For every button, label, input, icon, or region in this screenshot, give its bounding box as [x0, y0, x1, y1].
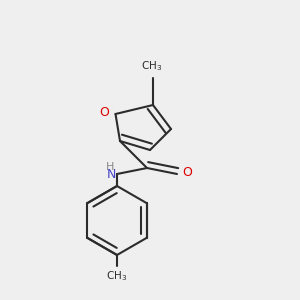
Text: O: O [100, 106, 110, 119]
Text: CH$_3$: CH$_3$ [106, 269, 128, 283]
Text: O: O [182, 166, 192, 179]
Text: CH$_3$: CH$_3$ [141, 60, 162, 74]
Text: H: H [106, 162, 114, 172]
Text: N: N [107, 167, 116, 181]
